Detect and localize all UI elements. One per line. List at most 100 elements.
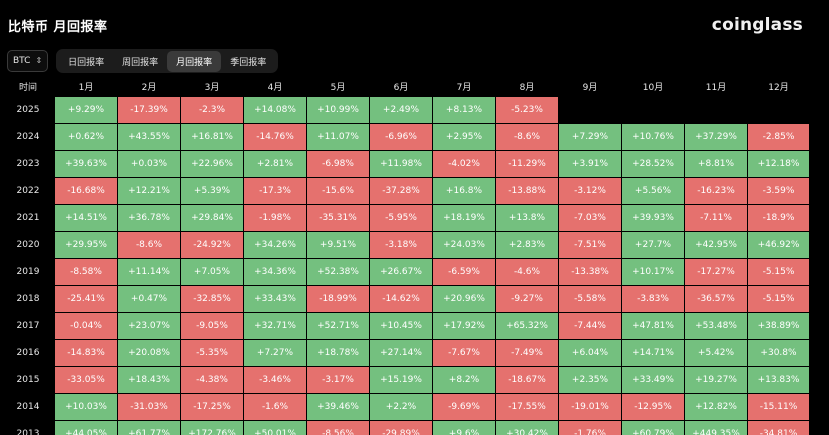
return-cell: +10.03% <box>55 394 117 420</box>
year-cell: 2016 <box>16 348 40 358</box>
return-cell: +22.96% <box>181 151 243 177</box>
return-cell <box>748 97 809 123</box>
return-cell: -0.04% <box>55 313 117 339</box>
return-cell: -14.76% <box>244 124 306 150</box>
table-row: 2018 -25.41% +0.47% -32.85% +33.43% -18.99% -1… <box>2 286 809 312</box>
table-row: 2025 +9.29% -17.39% -2.3% +14.08% +10.99% +2.4… <box>2 97 809 123</box>
tab-0[interactable]: 日回报率 <box>68 57 105 68</box>
year-cell: 2020 <box>16 240 40 250</box>
return-cell: -33.05% <box>55 367 117 393</box>
return-cell: -12.95% <box>622 394 684 420</box>
year-cell: 2021 <box>16 213 40 223</box>
return-cell <box>685 97 747 123</box>
asset-select[interactable]: BTC ⇕ <box>7 50 49 72</box>
returns-table: 时间 1月 2月 3月 4月 5月 6月 7月 8月 9月 10月 11月 12月 2025 +9.29%… <box>1 76 810 435</box>
return-cell: -34.81% <box>748 421 809 435</box>
return-cell: -2.85% <box>748 124 809 150</box>
period-tabs: 日回报率 周回报率 月回报率 季回报率 <box>56 49 279 73</box>
return-cell: +47.81% <box>622 313 684 339</box>
year-cell: 2025 <box>16 105 40 115</box>
return-cell: +53.48% <box>685 313 747 339</box>
tab-1[interactable]: 周回报率 <box>122 57 159 68</box>
return-cell: +33.43% <box>244 286 306 312</box>
header-month: 1月 <box>78 83 94 93</box>
return-cell: +3.91% <box>559 151 621 177</box>
return-cell: +15.19% <box>370 367 432 393</box>
return-cell: +9.29% <box>55 97 117 123</box>
return-cell: -5.15% <box>748 286 809 312</box>
return-cell: -5.35% <box>181 340 243 366</box>
return-cell: +13.8% <box>496 205 558 231</box>
return-cell: +172.76% <box>181 421 243 435</box>
return-cell: -5.15% <box>748 259 809 285</box>
return-cell: +16.8% <box>433 178 495 204</box>
return-cell: +10.17% <box>622 259 684 285</box>
return-cell: -2.3% <box>181 97 243 123</box>
table-row: 2021 +14.51% +36.78% +29.84% -1.98% -35.31% -5… <box>2 205 809 231</box>
header-month: 8月 <box>519 83 535 93</box>
return-cell: -3.59% <box>748 178 809 204</box>
return-cell: -14.83% <box>55 340 117 366</box>
return-cell: -3.46% <box>244 367 306 393</box>
return-cell: +2.83% <box>496 232 558 258</box>
return-cell: +0.47% <box>118 286 180 312</box>
return-cell: +32.71% <box>244 313 306 339</box>
table-row: 2015 -33.05% +18.43% -4.38% -3.46% -3.17% +15.… <box>2 367 809 393</box>
header-month: 2月 <box>141 83 157 93</box>
header-month: 3月 <box>204 83 220 93</box>
return-cell: +8.81% <box>685 151 747 177</box>
return-cell: +29.95% <box>55 232 117 258</box>
asset-select-value: BTC <box>13 56 31 66</box>
return-cell: -18.99% <box>307 286 369 312</box>
header-month: 5月 <box>330 83 346 93</box>
header-month: 7月 <box>456 83 472 93</box>
return-cell: +18.78% <box>307 340 369 366</box>
year-cell: 2015 <box>16 375 40 385</box>
return-cell: +29.84% <box>181 205 243 231</box>
return-cell: +7.27% <box>244 340 306 366</box>
return-cell: -37.28% <box>370 178 432 204</box>
table-row: 2017 -0.04% +23.07% -9.05% +32.71% +52.71% +10… <box>2 313 809 339</box>
return-cell: +14.51% <box>55 205 117 231</box>
year-cell: 2022 <box>16 186 40 196</box>
year-cell: 2019 <box>16 267 40 277</box>
return-cell: -8.58% <box>55 259 117 285</box>
year-cell: 2017 <box>16 321 40 331</box>
controls-bar: BTC ⇕ 日回报率 周回报率 月回报率 季回报率 <box>7 49 279 73</box>
return-cell: -5.58% <box>559 286 621 312</box>
return-cell: -17.39% <box>118 97 180 123</box>
return-cell: -18.9% <box>748 205 809 231</box>
header-month: 10月 <box>642 83 664 93</box>
return-cell: +27.14% <box>370 340 432 366</box>
return-cell: +37.29% <box>685 124 747 150</box>
return-cell: +13.83% <box>748 367 809 393</box>
return-cell: -7.49% <box>496 340 558 366</box>
return-cell: +26.67% <box>370 259 432 285</box>
return-cell: -3.17% <box>307 367 369 393</box>
return-cell: +2.81% <box>244 151 306 177</box>
return-cell: +27.7% <box>622 232 684 258</box>
return-cell: -13.38% <box>559 259 621 285</box>
return-cell: -3.18% <box>370 232 432 258</box>
return-cell <box>559 97 621 123</box>
return-cell: +20.96% <box>433 286 495 312</box>
return-cell: +34.26% <box>244 232 306 258</box>
return-cell: -6.96% <box>370 124 432 150</box>
page-title: 比特币 月回报率 <box>8 20 108 35</box>
return-cell: +23.07% <box>118 313 180 339</box>
return-cell: +5.42% <box>685 340 747 366</box>
return-cell: -4.02% <box>433 151 495 177</box>
return-cell: -9.69% <box>433 394 495 420</box>
return-cell: +9.6% <box>433 421 495 435</box>
return-cell: +65.32% <box>496 313 558 339</box>
year-cell: 2013 <box>16 429 40 435</box>
return-cell: -6.59% <box>433 259 495 285</box>
tab-3[interactable]: 季回报率 <box>230 57 267 68</box>
return-cell: -7.11% <box>685 205 747 231</box>
return-cell: +50.01% <box>244 421 306 435</box>
return-cell: -17.3% <box>244 178 306 204</box>
tab-2[interactable]: 月回报率 <box>167 50 222 72</box>
return-cell: +2.35% <box>559 367 621 393</box>
return-cell: -14.62% <box>370 286 432 312</box>
return-cell: +60.79% <box>622 421 684 435</box>
